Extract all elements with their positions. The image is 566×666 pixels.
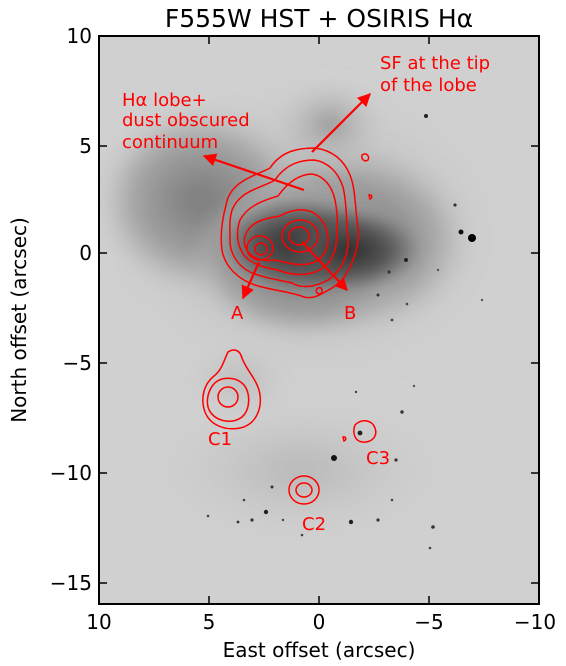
label-c1: C1: [208, 429, 232, 450]
y-tick-label: −5: [63, 351, 92, 375]
sf-label-line1: SF at the tip: [380, 53, 490, 74]
contour-b-inner: [288, 226, 310, 246]
contour-c2-inner: [295, 482, 313, 498]
lobe-label-line3: continuum: [122, 132, 218, 153]
lobe-label-line2: dust obscured: [122, 110, 250, 131]
lobe-label-line1: Hα lobe+: [122, 90, 207, 111]
contour-speck-2: [368, 194, 373, 200]
label-a: A: [231, 303, 244, 324]
contour-a-outer: [246, 235, 274, 261]
axis-ticks: [99, 36, 539, 604]
annotations: Hα lobe+ dust obscured continuum SF at t…: [122, 53, 490, 535]
contour-c3: [353, 420, 377, 443]
figure-title: F555W HST + OSIRIS Hα: [165, 4, 473, 33]
contour-lobe-2: [229, 159, 349, 288]
x-tick-label: 5: [203, 610, 216, 634]
contour-speck-1: [361, 153, 370, 162]
y-axis-label: North offset (arcsec): [7, 217, 31, 423]
contour-lobe-1: [220, 147, 359, 299]
arrow-sf: [311, 93, 371, 153]
x-tick-labels: 10 5 0 −5 −10: [86, 610, 556, 634]
arrow-b: [301, 241, 348, 291]
contour-a-inner: [254, 242, 268, 256]
y-tick-label: 0: [79, 241, 92, 265]
label-c2: C2: [302, 514, 326, 535]
contour-c1-inner: [217, 386, 239, 408]
contour-c1-mid: [206, 377, 250, 422]
arrow-a: [241, 261, 261, 300]
contour-c2-outer: [288, 475, 320, 505]
x-axis-label: East offset (arcsec): [223, 638, 416, 662]
x-tick-label: −10: [514, 610, 556, 634]
annotation-arrows: [202, 93, 371, 300]
contour-b-outer: [281, 219, 319, 253]
y-tick-label: 10: [67, 24, 92, 48]
arrow-lobe: [202, 153, 305, 192]
x-tick-label: 0: [313, 610, 326, 634]
label-c3: C3: [366, 448, 390, 469]
x-tick-label: −5: [414, 610, 443, 634]
y-tick-label: −15: [50, 571, 92, 595]
y-tick-label: 5: [79, 134, 92, 158]
x-tick-label: 10: [86, 610, 111, 634]
y-tick-label: −10: [50, 461, 92, 485]
contour-c3-speck: [342, 436, 347, 442]
contour-speck-3: [315, 286, 323, 295]
y-tick-labels: 10 5 0 −5 −10 −15: [50, 24, 92, 595]
sf-label-line2: of the lobe: [380, 75, 477, 96]
label-b: B: [344, 303, 356, 324]
contour-c1-outer: [202, 349, 262, 430]
